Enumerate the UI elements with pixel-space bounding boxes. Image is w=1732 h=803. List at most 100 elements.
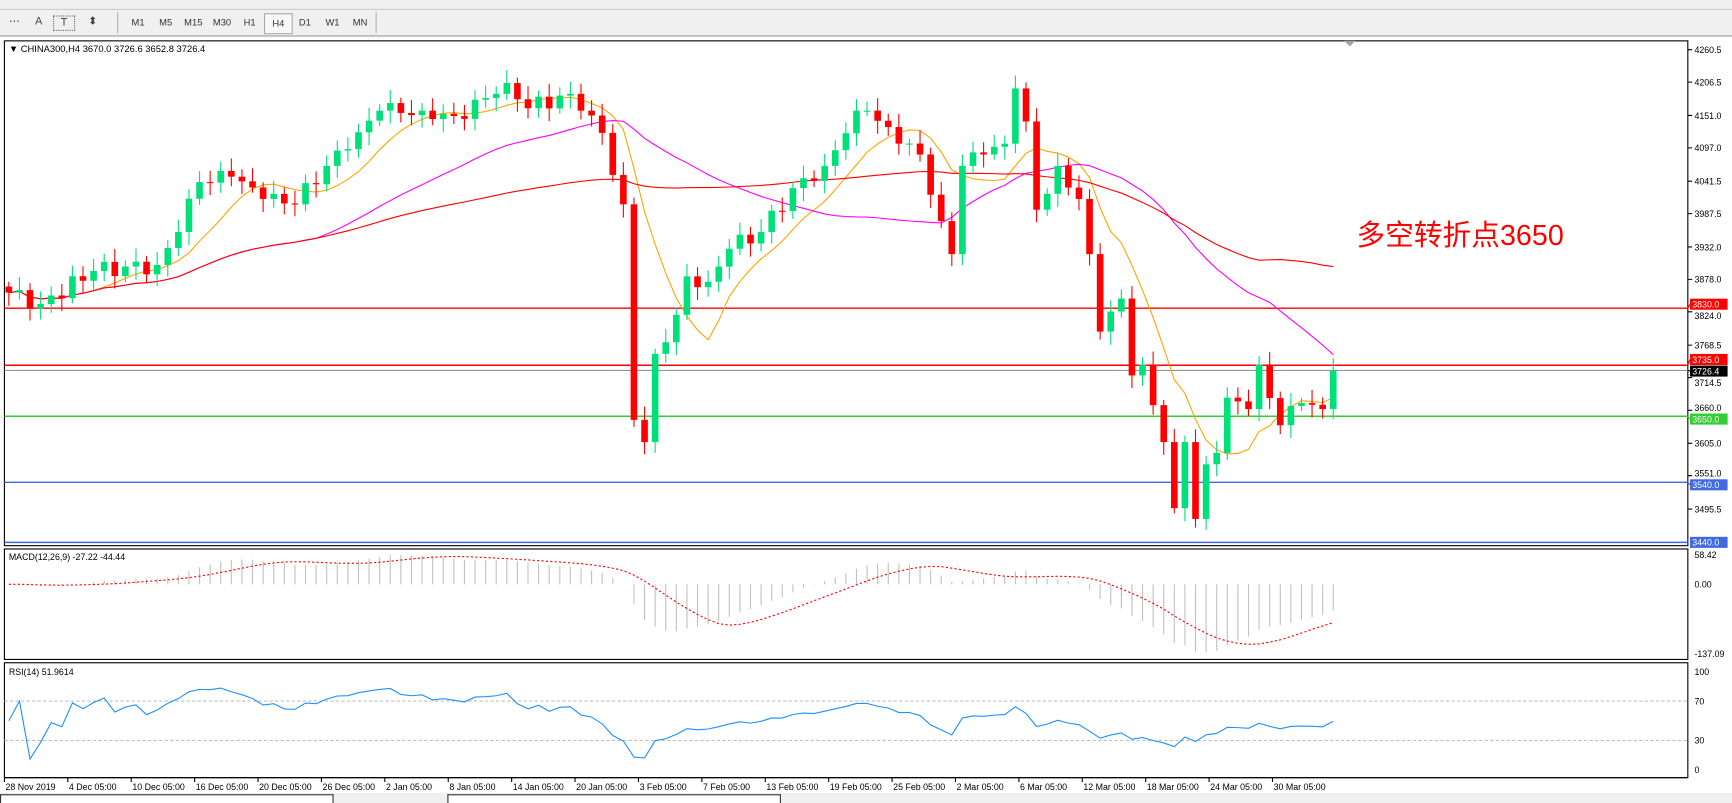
candle-body	[577, 93, 585, 111]
price-tick-label: 3768.5	[1694, 340, 1721, 350]
candle-body	[1213, 452, 1221, 465]
price-tick-label: 3824.0	[1694, 311, 1721, 321]
time-label: 3 Feb 05:00	[640, 782, 687, 792]
candle-body	[1012, 88, 1019, 144]
candle-body	[1223, 397, 1231, 453]
time-label: 19 Feb 05:00	[830, 782, 882, 792]
candle-body	[842, 133, 850, 151]
candle-body	[747, 234, 754, 244]
price-tick-label: 3605.0	[1694, 439, 1721, 449]
price-tick-label: 4151.0	[1694, 111, 1721, 121]
candle	[196, 171, 203, 205]
candle	[1245, 389, 1252, 417]
candle	[757, 218, 765, 252]
candle-body	[1234, 397, 1242, 402]
time-label: 28 Nov 2019	[6, 782, 56, 792]
candle-body	[1298, 403, 1305, 407]
candle	[270, 180, 278, 208]
candle-body	[302, 183, 309, 205]
candle-body	[1043, 193, 1051, 210]
candle-body	[471, 99, 479, 119]
candle-body	[1255, 364, 1263, 410]
candle-body	[757, 231, 765, 244]
candle	[980, 142, 987, 168]
candle	[1054, 152, 1062, 207]
candle	[524, 86, 532, 119]
candle-body	[365, 120, 373, 133]
candle	[228, 158, 235, 187]
timeframe-m30[interactable]: M30	[212, 16, 232, 28]
candle	[810, 170, 818, 188]
candle	[567, 81, 574, 109]
candle-body	[238, 176, 246, 182]
text-label-icon[interactable]: T	[53, 15, 76, 31]
timeframe-m5[interactable]: M5	[159, 16, 173, 28]
candle	[132, 248, 140, 280]
chart-tab[interactable]	[0, 794, 334, 803]
candle	[503, 70, 511, 100]
candle	[418, 103, 426, 128]
level-label: 3540.0	[1692, 480, 1719, 490]
candle	[185, 189, 193, 246]
candle-body	[1319, 404, 1326, 410]
candle	[408, 99, 415, 126]
candle	[747, 226, 754, 257]
chart-shift-marker	[1344, 40, 1356, 47]
timeframe-m15[interactable]: M15	[184, 16, 203, 28]
candle	[1255, 356, 1263, 422]
candle-body	[937, 194, 945, 222]
timeframe-m1[interactable]: M1	[131, 16, 145, 28]
candle	[1149, 351, 1157, 415]
candle	[588, 100, 595, 127]
timeframe-w1[interactable]: W1	[325, 16, 340, 28]
candle-body	[1065, 165, 1072, 188]
macd-pane	[3, 548, 1689, 660]
level-label-box	[1690, 298, 1728, 310]
candle	[365, 107, 373, 146]
candle-body	[461, 116, 468, 119]
candle-body	[683, 276, 691, 315]
candle	[259, 182, 267, 212]
candle	[800, 165, 807, 202]
text-icon[interactable]: A	[34, 15, 43, 28]
candle-body	[715, 266, 723, 282]
candle-body	[694, 276, 701, 288]
candle	[895, 113, 903, 155]
candle-body	[333, 150, 341, 166]
candle-body	[482, 97, 489, 100]
candle	[47, 286, 55, 313]
timeframe-mn[interactable]: MN	[352, 16, 368, 28]
candle-body	[122, 266, 129, 277]
level-label: 3726.4	[1692, 366, 1719, 376]
candle-body	[524, 99, 532, 109]
chart-tab[interactable]	[447, 794, 781, 803]
candle	[1266, 351, 1273, 409]
main-toolbar	[0, 0, 1732, 10]
timeframe-h1[interactable]: H1	[243, 16, 256, 28]
candle	[26, 283, 34, 321]
candle	[1033, 108, 1040, 223]
arrows-icon[interactable]: ⬍	[88, 15, 98, 28]
candle-body	[1160, 405, 1168, 443]
price-tick-label: 3495.5	[1694, 504, 1721, 514]
crosshair-lines-icon[interactable]: ⋯	[8, 15, 20, 28]
timeframe-h4[interactable]: H4	[263, 13, 293, 35]
candle	[323, 155, 331, 192]
candle	[397, 97, 405, 123]
timeframe-d1[interactable]: D1	[298, 16, 311, 28]
candle	[206, 170, 214, 196]
candle-body	[503, 83, 511, 94]
candle	[577, 83, 585, 120]
candle-body	[175, 231, 182, 248]
macd-tick-label: 0.00	[1694, 580, 1711, 590]
candle-body	[662, 342, 670, 354]
candle	[641, 406, 648, 455]
candle-body	[1033, 121, 1040, 210]
candle-body	[800, 178, 807, 189]
level-label: 3440.0	[1692, 538, 1719, 548]
candle	[969, 141, 977, 175]
candle-body	[397, 103, 405, 113]
candle-body	[37, 303, 44, 309]
candle	[1192, 429, 1199, 528]
